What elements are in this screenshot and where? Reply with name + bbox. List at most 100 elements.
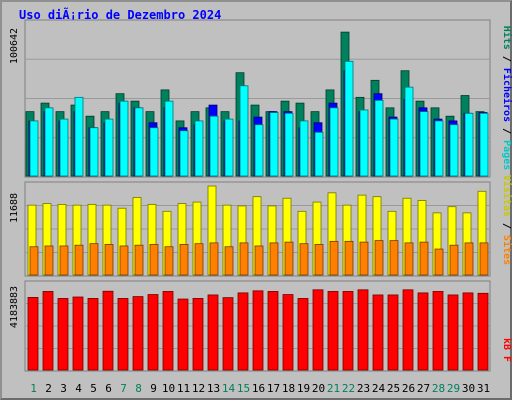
bar-pages-day-30	[464, 112, 474, 177]
x-tick-label-day-26: 26	[402, 382, 415, 395]
bar-pages-day-15	[239, 85, 249, 177]
bar-sites-day-8	[134, 244, 144, 276]
bar-pages-day-7	[119, 100, 129, 177]
x-tick-label-day-3: 3	[60, 382, 67, 395]
bar-sites-day-2	[44, 245, 54, 276]
right-label-part: Pages	[501, 140, 512, 170]
bar-kb-f-day-19	[297, 298, 309, 371]
x-tick-label-day-10: 10	[162, 382, 175, 395]
bar-pages-day-12	[194, 120, 204, 177]
x-tick-label-day-11: 11	[177, 382, 190, 395]
x-tick-label-day-9: 9	[150, 382, 157, 395]
bar-pages-day-23	[359, 109, 369, 177]
bar-pages-day-14	[224, 118, 234, 177]
bar-pages-day-29	[449, 124, 459, 177]
panel-hits-files-pages: 100642	[9, 19, 491, 178]
bar-sites-day-12	[194, 243, 204, 276]
bar-pages-day-20	[314, 131, 324, 177]
bar-pages-day-11	[179, 130, 189, 177]
bar-sites-day-19	[299, 243, 309, 276]
x-axis-day-labels: 1 2 3 4 5 6 7 8 9 10 11 12 13 14 15 16 17 18 19 20 21 22 23 24 2…	[30, 382, 490, 395]
bar-kb-f-day-8	[132, 296, 144, 371]
bar-pages-day-10	[164, 100, 174, 177]
x-tick-label-day-1: 1	[30, 382, 37, 395]
bar-pages-day-24	[374, 99, 384, 177]
x-tick-label-day-5: 5	[90, 382, 97, 395]
bar-pages-day-17	[269, 112, 279, 177]
bar-sites-day-22	[344, 240, 354, 276]
right-label-part: /	[501, 217, 512, 235]
bar-pages-day-21	[329, 107, 339, 177]
right-legend-labels: Hits / Ficheiros / Pages Visitas / Sites k…	[501, 26, 512, 362]
bar-kb-f-day-9	[147, 294, 159, 371]
bar-sites-day-16	[254, 245, 264, 276]
x-tick-label-day-23: 23	[357, 382, 370, 395]
bar-kb-f-day-24	[372, 294, 384, 371]
bar-kb-f-day-2	[42, 291, 54, 371]
bar-sites-day-6	[104, 244, 114, 276]
bar-kb-f-day-5	[87, 298, 99, 371]
bar-sites-day-29	[449, 244, 459, 276]
bar-sites-day-11	[179, 244, 189, 276]
bar-sites-day-13	[209, 242, 219, 276]
right-label-part: Visitas	[501, 175, 512, 217]
x-tick-label-day-19: 19	[297, 382, 310, 395]
bar-sites-day-30	[464, 242, 474, 276]
x-tick-label-day-29: 29	[447, 382, 460, 395]
bar-pages-day-5	[89, 127, 99, 177]
bar-pages-day-16	[254, 124, 264, 177]
bar-pages-day-25	[389, 118, 399, 177]
bar-sites-day-10	[164, 246, 174, 276]
panel-kbytes: 4183883	[9, 280, 491, 372]
bar-pages-day-3	[59, 118, 69, 177]
bar-sites-day-1	[29, 246, 39, 276]
panel-visits-sites: 11688	[9, 181, 491, 277]
bar-kb-f-day-14	[222, 297, 234, 371]
x-tick-label-day-25: 25	[387, 382, 400, 395]
bar-kb-f-day-11	[177, 298, 189, 371]
bar-pages-day-27	[419, 111, 429, 177]
right-label-part: Ficheiros	[501, 68, 512, 122]
bar-kb-f-day-16	[252, 290, 264, 371]
bar-sites-day-23	[359, 241, 369, 276]
x-tick-label-day-21: 21	[327, 382, 340, 395]
bar-sites-day-31	[479, 242, 489, 276]
x-tick-label-day-12: 12	[192, 382, 205, 395]
bar-kb-f-day-28	[432, 291, 444, 371]
bar-pages-day-18	[284, 112, 294, 177]
x-tick-label-day-28: 28	[432, 382, 445, 395]
chart-title: Uso diÃ¡rio de Dezembro 2024	[19, 8, 222, 22]
right-label-top: Hits / Ficheiros / Pages	[501, 26, 512, 171]
y-max-label: 100642	[9, 28, 20, 64]
right-label-part: /	[501, 50, 512, 68]
bar-sites-day-4	[74, 244, 84, 276]
x-tick-label-day-31: 31	[477, 382, 490, 395]
bar-pages-day-13	[209, 115, 219, 177]
bar-sites-day-18	[284, 241, 294, 276]
bar-sites-day-20	[314, 244, 324, 276]
y-max-label: 11688	[9, 193, 20, 223]
bar-kb-f-day-7	[117, 298, 129, 371]
bar-pages-day-2	[44, 107, 54, 177]
y-max-label: 4183883	[9, 286, 20, 328]
bar-pages-day-28	[434, 120, 444, 177]
x-tick-label-day-27: 27	[417, 382, 430, 395]
bar-kb-f-day-25	[387, 294, 399, 371]
bar-sites-day-26	[404, 242, 414, 276]
right-label-part: Sites	[501, 235, 512, 265]
bar-kb-f-day-29	[447, 294, 459, 371]
bar-pages-day-19	[299, 120, 309, 177]
bar-sites-day-25	[389, 240, 399, 276]
x-tick-label-day-22: 22	[342, 382, 355, 395]
bar-kb-f-day-15	[237, 292, 249, 371]
bar-kb-f-day-1	[27, 297, 39, 371]
right-label-middle: Visitas / Sites	[501, 175, 512, 265]
bar-kb-f-day-10	[162, 291, 174, 371]
bar-sites-day-7	[119, 245, 129, 276]
x-tick-label-day-16: 16	[252, 382, 265, 395]
right-label-part: Hits	[501, 26, 512, 50]
bar-sites-day-9	[149, 244, 159, 276]
x-tick-label-day-17: 17	[267, 382, 280, 395]
x-tick-label-day-2: 2	[45, 382, 52, 395]
bar-kb-f-day-18	[282, 294, 294, 371]
